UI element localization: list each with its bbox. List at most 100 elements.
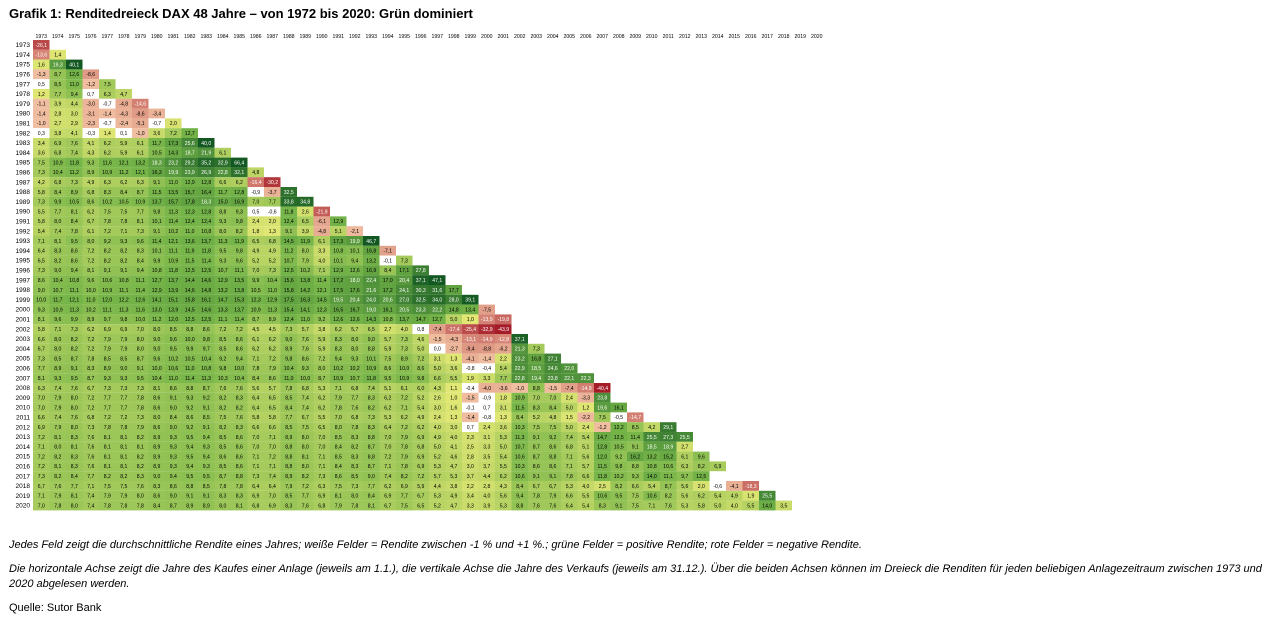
heatmap-cell: 8,8 [544,451,561,462]
heatmap-cell-label: 12,3 [251,298,261,304]
heatmap-cell-label: -13,6 [35,53,47,59]
heatmap-cell-fill [297,324,314,334]
heatmap-cell-label: 8,4 [549,405,556,411]
heatmap-cell-label: 4,4 [434,484,441,490]
heatmap-cell-fill [181,304,198,315]
heatmap-cell-label: 8,3 [87,366,94,372]
heatmap-cell-label: 7,9 [104,347,111,353]
heatmap-cell: 11,0 [181,363,198,374]
heatmap-cell-label: 7,2 [384,454,391,460]
heatmap-cell-fill [49,157,66,168]
heatmap-cell-label: 10,5 [614,445,624,451]
heatmap-cell: 4,9 [445,490,462,501]
heatmap-cell-label: 6,6 [38,337,45,343]
heatmap-cell: 4,3 [429,383,446,393]
heatmap-cell-fill [115,422,132,432]
heatmap-cell-label: 7,6 [302,503,309,509]
heatmap-cell-label: 11,3 [201,376,211,382]
heatmap-cell-label: 10,9 [399,376,409,382]
heatmap-cell-label: 14,6 [201,307,211,313]
heatmap-cell-label: 8,4 [285,405,292,411]
heatmap-cell: 7,3 [33,471,50,481]
heatmap-cell-label: -2,4 [119,121,128,127]
heatmap-cell: 7,8 [115,500,132,511]
heatmap-cell-label: 8,8 [632,464,639,470]
heatmap-cell-label: -32,9 [481,327,493,333]
x-tick-label: 1987 [266,34,278,40]
heatmap-cell: 5,9 [313,334,330,344]
heatmap-cell-label: 7,1 [318,268,325,274]
heatmap-cell-label: 12,5 [201,268,211,274]
heatmap-cell: 8,2 [231,402,248,413]
heatmap-cell: 16,7 [346,304,363,315]
heatmap-cell: 6,2 [330,324,347,334]
heatmap-cell-label: 7,9 [54,396,61,402]
heatmap-cell: 10,8 [379,314,396,325]
heatmap-cell-label: 4,9 [269,249,276,255]
heatmap-cell-fill [214,177,231,187]
heatmap-cell-label: 12,9 [152,288,162,294]
heatmap-cell-label: 11,1 [102,307,112,313]
heatmap-cell: 8,1 [99,451,116,462]
heatmap-cell: 0,8 [412,324,429,334]
heatmap-cell-label: 33,8 [284,200,294,206]
heatmap-cell-fill [49,353,66,364]
heatmap-cell: 6,8 [49,147,66,158]
heatmap-cell: 10,2 [330,363,347,374]
heatmap-cell-label: 7,3 [401,347,408,353]
heatmap-cell-fill [33,294,50,305]
heatmap-cell-fill [165,236,182,246]
heatmap-cell-label: 9,5 [186,474,193,480]
heatmap-cell-fill [132,108,149,119]
heatmap-cell-fill [49,147,66,158]
heatmap-cell-label: 7,2 [38,464,45,470]
heatmap-cell-fill [33,79,50,89]
heatmap-cell-fill [478,373,495,383]
heatmap-cell-label: 7,0 [549,396,556,402]
heatmap-cell-label: 8,1 [38,376,45,382]
heatmap-cell: 7,6 [297,334,314,344]
heatmap-cell-fill [181,373,198,383]
heatmap-cell-fill [495,500,512,511]
heatmap-cell-label: -19,8 [497,317,509,323]
heatmap-cell-fill [99,236,116,246]
heatmap-cell: 18,3 [148,157,165,168]
heatmap-cell-fill [99,422,116,432]
heatmap-cell: 7,7 [49,89,66,99]
heatmap-cell-label: 9,4 [335,356,342,362]
heatmap-cell-fill [462,490,479,501]
heatmap-cell-fill [99,157,116,168]
heatmap-cell-label: 19,0 [366,307,376,313]
heatmap-cell-fill [181,481,198,491]
heatmap-cell: 7,2 [99,226,116,236]
heatmap-cell-fill [462,314,479,325]
heatmap-cell-fill [544,422,561,432]
heatmap-cell-fill [478,334,495,344]
heatmap-cell: 7,1 [561,461,578,472]
y-tick-label: 2004 [16,346,31,353]
heatmap-cell: 10,7 [346,373,363,383]
heatmap-cell-fill [280,187,297,197]
heatmap-cell: 7,8 [396,461,413,472]
y-tick-label: 1987 [16,179,31,186]
heatmap-cell: 12,9 [148,285,165,295]
heatmap-cell: 9,8 [231,245,248,256]
heatmap-cell-label: 7,8 [285,386,292,392]
heatmap-cell-label: -26,1 [35,43,47,49]
heatmap-cell: 7,8 [528,490,545,501]
heatmap-cell-label: 22,9 [515,366,525,372]
heatmap-cell: 5,9 [115,147,132,158]
heatmap-cell: 9,0 [363,471,380,481]
heatmap-cell-fill [247,275,264,285]
heatmap-cell-label: -1,5 [466,396,475,402]
heatmap-cell-label: 9,4 [186,445,193,451]
heatmap-cell: -8,8 [478,343,495,354]
heatmap-cell-label: 12,5 [201,317,211,323]
heatmap-cell: 16,9 [231,196,248,207]
heatmap-cell-fill [132,500,149,511]
heatmap-cell-fill [115,255,132,266]
heatmap-cell: 11,2 [115,167,132,178]
heatmap-cell-fill [396,490,413,501]
heatmap-cell-fill [49,363,66,374]
heatmap-cell: 11,5 [148,187,165,197]
